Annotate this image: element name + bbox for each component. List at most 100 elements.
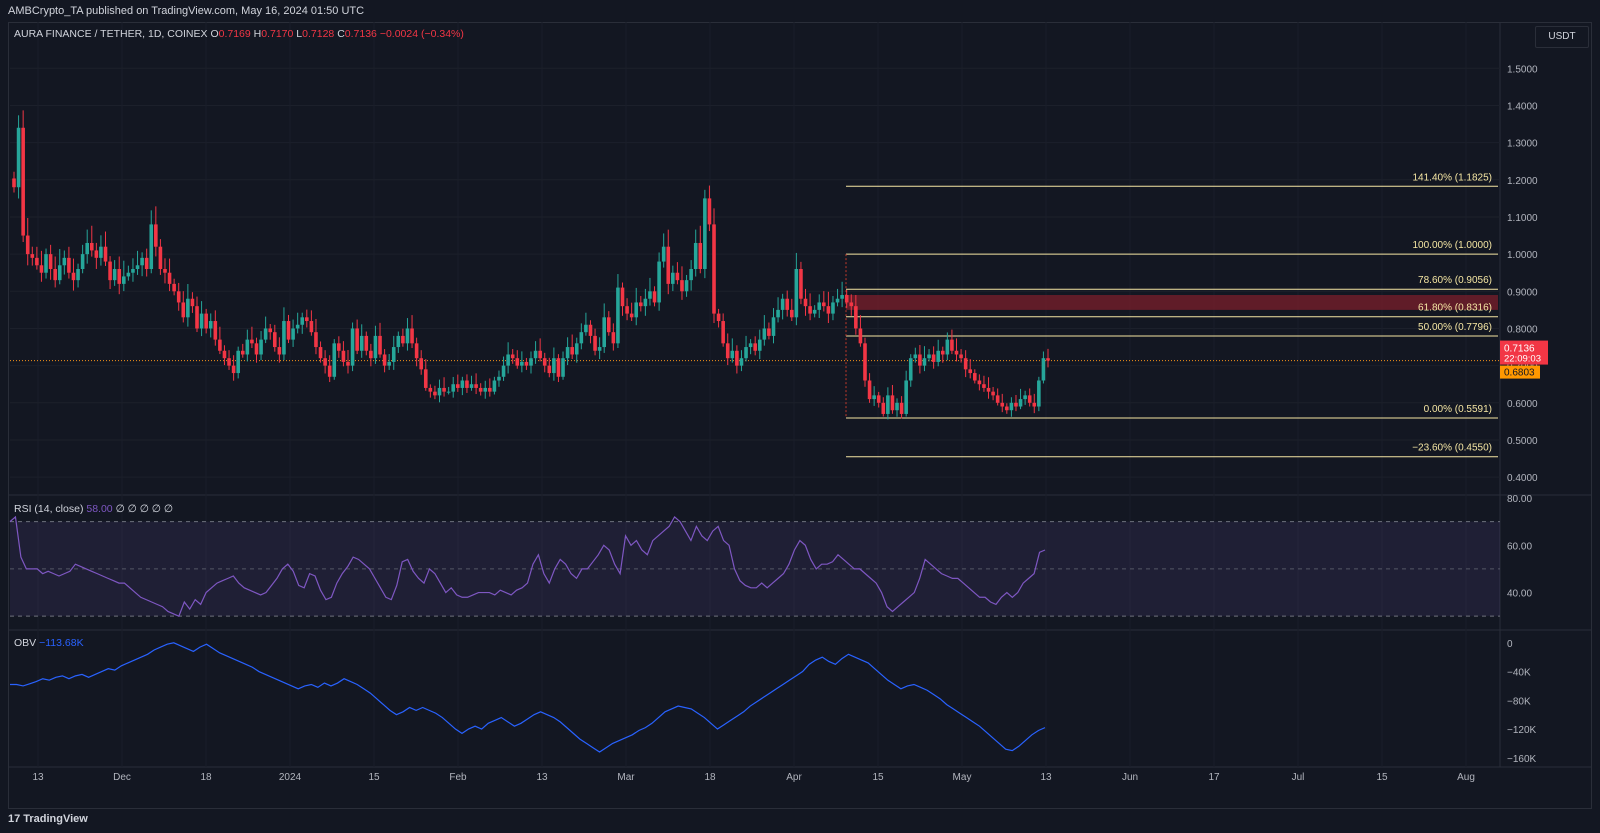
candle-body xyxy=(451,384,456,392)
candle-body xyxy=(62,257,67,266)
candle-body xyxy=(671,272,675,284)
candle-body xyxy=(776,309,780,318)
fib-level-label: 141.40% (1.1825) xyxy=(1412,172,1492,183)
rsi-label[interactable]: RSI (14, close) xyxy=(14,503,84,515)
obv-label[interactable]: OBV xyxy=(14,637,37,649)
candle-body xyxy=(597,347,602,351)
candle-body xyxy=(240,350,245,355)
candle-body xyxy=(67,257,71,273)
candle-body xyxy=(506,354,510,366)
candle-body xyxy=(968,369,973,374)
candle-body xyxy=(593,335,597,351)
candle-body xyxy=(565,347,570,359)
candle-body xyxy=(895,402,899,411)
price-tick-label: 0.5000 xyxy=(1507,436,1538,447)
candle-body xyxy=(48,254,53,269)
candle-body xyxy=(648,291,652,299)
candle-body xyxy=(382,354,387,366)
price-tick-label: 1.1000 xyxy=(1507,213,1538,224)
fib-level-label: 100.00% (1.0000) xyxy=(1412,240,1492,251)
open-value: 0.7169 xyxy=(218,28,251,40)
currency-selector[interactable]: USDT xyxy=(1535,26,1589,48)
candle-body xyxy=(881,402,886,414)
candle-body xyxy=(176,291,181,303)
candle-body xyxy=(108,261,112,281)
candle-body xyxy=(643,298,648,307)
rsi-value: 58.00 xyxy=(86,503,113,515)
time-tick-label: Jun xyxy=(1122,772,1138,783)
candle-body xyxy=(250,339,254,344)
candle-body xyxy=(112,269,117,281)
time-tick-label: Feb xyxy=(449,772,467,783)
candle-body xyxy=(286,321,291,340)
candle-body xyxy=(652,291,657,303)
candle-body xyxy=(103,246,108,262)
candle-body xyxy=(428,387,433,392)
candle-body xyxy=(149,224,154,269)
candle-body xyxy=(282,321,286,355)
candle-body xyxy=(231,365,236,374)
candle-body xyxy=(524,361,529,366)
candle-body xyxy=(474,384,478,388)
candle-body xyxy=(789,309,794,318)
candle-body xyxy=(707,198,712,225)
candle-body xyxy=(931,354,936,362)
candle-body xyxy=(446,391,451,393)
time-tick-label: 13 xyxy=(1040,772,1052,783)
symbol-name[interactable]: AURA FINANCE / TETHER, 1D, COINEX xyxy=(14,28,208,40)
candle-body xyxy=(1027,395,1032,403)
time-tick-label: Apr xyxy=(786,772,802,783)
candle-body xyxy=(780,298,785,310)
low-label: L xyxy=(296,28,303,40)
candle-body xyxy=(190,298,195,307)
obv-tick-label: −120K xyxy=(1507,725,1537,736)
candle-body xyxy=(204,313,208,329)
candle-body xyxy=(844,295,849,303)
candle-body xyxy=(803,298,808,307)
candle-body xyxy=(25,235,30,255)
candle-body xyxy=(355,328,359,351)
candle-body xyxy=(666,246,671,284)
candle-body xyxy=(259,339,263,355)
candle-body xyxy=(455,384,460,388)
candle-body xyxy=(158,246,163,269)
time-tick-label: 15 xyxy=(872,772,884,783)
candle-body xyxy=(611,332,616,344)
high-label: H xyxy=(253,28,262,40)
candle-body xyxy=(89,242,94,251)
bottom-bar xyxy=(0,809,1600,833)
candle-body xyxy=(208,321,213,329)
obv-line xyxy=(10,642,1046,753)
candle-body xyxy=(698,242,703,269)
candle-body xyxy=(863,343,867,381)
close-label: C xyxy=(337,28,345,40)
fib-level-label: 78.60% (0.9056) xyxy=(1418,275,1492,286)
candle-body xyxy=(867,380,872,400)
tradingview-logo[interactable]: 17 TradingView xyxy=(8,813,88,825)
candle-body xyxy=(954,350,959,355)
candle-body xyxy=(950,339,954,351)
candle-body xyxy=(222,350,227,359)
candle-body xyxy=(831,302,835,314)
candle-body xyxy=(30,254,35,258)
candle-body xyxy=(57,265,62,281)
candle-body xyxy=(574,343,579,355)
candle-body xyxy=(272,332,277,348)
candle-body xyxy=(748,343,753,348)
candle-body xyxy=(140,257,144,266)
time-tick-label: 15 xyxy=(1376,772,1388,783)
candle-body xyxy=(295,324,300,329)
candle-body xyxy=(552,358,556,374)
candle-body xyxy=(515,358,520,366)
candle-body xyxy=(337,343,341,351)
candle-body xyxy=(986,387,991,392)
candle-body xyxy=(291,328,295,340)
candle-body xyxy=(753,343,757,351)
candle-body xyxy=(533,350,538,359)
candle-body xyxy=(254,343,259,355)
rsi-tick-label: 40.00 xyxy=(1507,589,1532,600)
candle-body xyxy=(730,350,735,359)
price-tick-label: 0.4000 xyxy=(1507,473,1538,484)
candle-body xyxy=(21,127,25,236)
